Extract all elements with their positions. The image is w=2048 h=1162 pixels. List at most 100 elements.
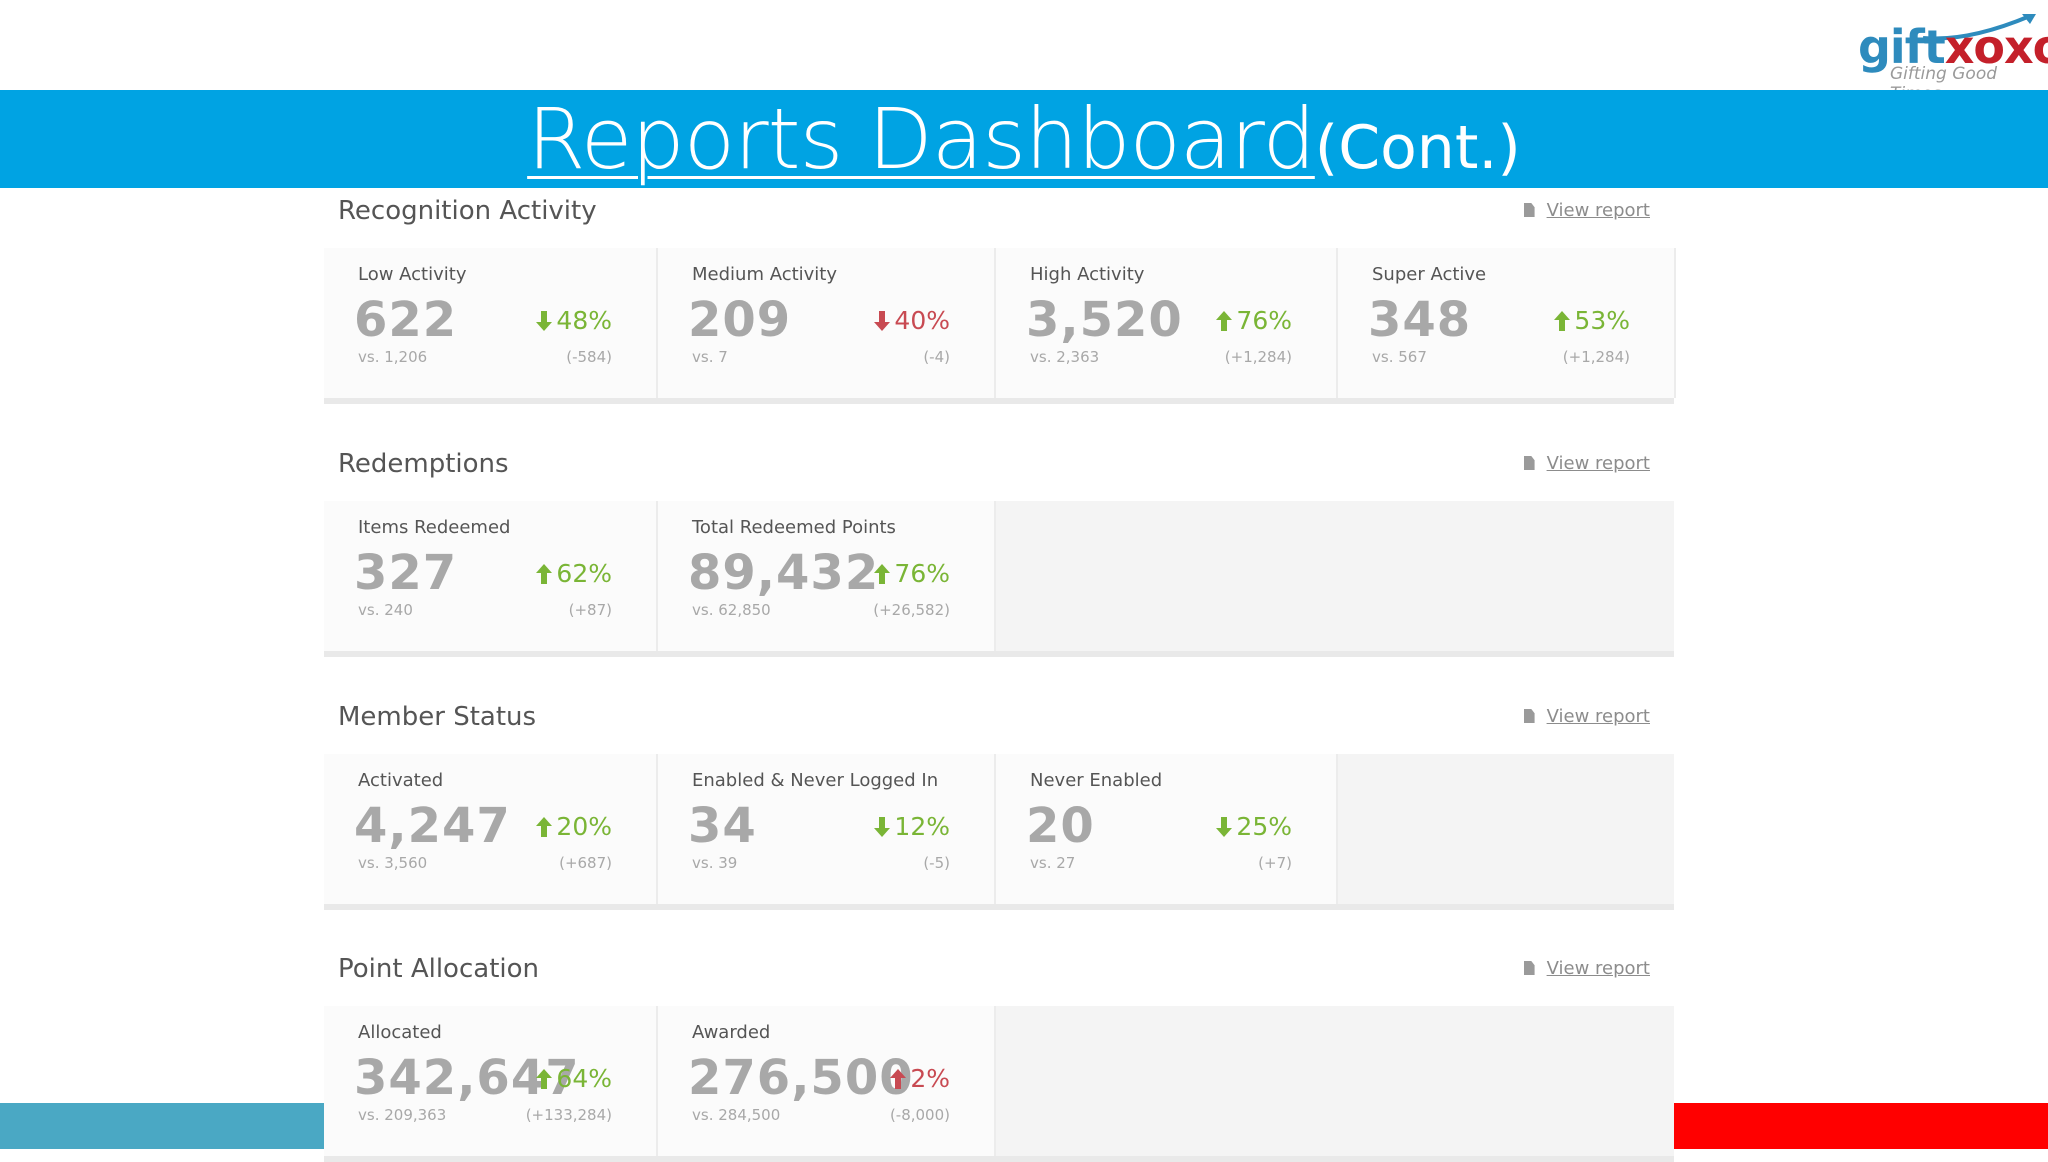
document-icon — [1523, 961, 1535, 975]
arrow-down-icon — [1216, 814, 1233, 837]
metric-value: 209 — [688, 292, 792, 348]
metric-change-value: 2% — [910, 1064, 950, 1093]
metric-value: 89,432 — [688, 545, 880, 601]
metric-change: 62% — [536, 559, 612, 588]
metric-card-row: Allocated 342,647 vs. 209,363 64% (+133,284)… — [324, 1006, 1674, 1162]
metric-card: Allocated 342,647 vs. 209,363 64% (+133,284) — [324, 1006, 658, 1156]
metric-change-value: 53% — [1574, 306, 1630, 335]
metric-difference: (+26,582) — [873, 601, 950, 619]
metric-comparison: vs. 567 — [1372, 348, 1427, 366]
view-report-link[interactable]: View report — [1523, 958, 1650, 979]
metric-card-row: Low Activity 622 vs. 1,206 48% (-584) Medium … — [324, 248, 1676, 404]
metric-change: 76% — [874, 559, 950, 588]
metric-comparison: vs. 2,363 — [1030, 348, 1100, 366]
metric-label: Items Redeemed — [358, 517, 511, 538]
metric-change: 48% — [536, 306, 612, 335]
metric-change-value: 76% — [1236, 306, 1292, 335]
metric-label: Low Activity — [358, 264, 467, 285]
arrow-up-icon — [890, 1066, 907, 1089]
logo-wordmark: giftxoxo — [1858, 20, 2048, 74]
metric-comparison: vs. 240 — [358, 601, 413, 619]
metric-value: 622 — [354, 292, 458, 348]
metric-change-value: 25% — [1236, 812, 1292, 841]
metric-difference: (+87) — [568, 601, 612, 619]
metric-card: High Activity 3,520 vs. 2,363 76% (+1,284) — [996, 248, 1338, 398]
metric-difference: (-8,000) — [889, 1106, 950, 1124]
metric-comparison: vs. 39 — [692, 854, 738, 872]
metric-change: 2% — [890, 1064, 950, 1093]
metric-card: Medium Activity 209 vs. 7 40% (-4) — [658, 248, 996, 398]
arrow-up-icon — [536, 1066, 553, 1089]
metric-value: 20 — [1026, 798, 1095, 854]
arrow-up-icon — [536, 561, 553, 584]
metric-card: Activated 4,247 vs. 3,560 20% (+687) — [324, 754, 658, 904]
giftxoxo-logo: giftxoxo Gifting Good Times — [1858, 12, 2048, 104]
document-icon — [1523, 709, 1535, 723]
view-report-link[interactable]: View report — [1523, 200, 1650, 221]
metric-change: 76% — [1216, 306, 1292, 335]
dashboard-panel: Recognition Activity View report Low Activ… — [324, 188, 1676, 1162]
metric-change-value: 20% — [556, 812, 612, 841]
metric-comparison: vs. 284,500 — [692, 1106, 781, 1124]
metric-difference: (+1,284) — [1562, 348, 1630, 366]
section-title: Point Allocation — [338, 954, 539, 984]
metric-change: 40% — [874, 306, 950, 335]
metric-change-value: 62% — [556, 559, 612, 588]
view-report-label: View report — [1546, 958, 1650, 979]
arrow-down-icon — [874, 814, 891, 837]
metric-card-row: Activated 4,247 vs. 3,560 20% (+687) Enabled … — [324, 754, 1674, 910]
metric-card: Never Enabled 20 vs. 27 25% (+7) — [996, 754, 1338, 904]
metric-label: Activated — [358, 770, 444, 791]
metric-label: Medium Activity — [692, 264, 838, 285]
view-report-link[interactable]: View report — [1523, 453, 1650, 474]
document-icon — [1523, 456, 1535, 470]
page-title-main: Reports Dashboard — [527, 90, 1316, 188]
metric-change-value: 40% — [894, 306, 950, 335]
section-title: Recognition Activity — [338, 196, 597, 226]
view-report-label: View report — [1546, 200, 1650, 221]
arrow-up-icon — [1554, 308, 1571, 331]
metric-change-value: 76% — [894, 559, 950, 588]
view-report-link[interactable]: View report — [1523, 706, 1650, 727]
section-title: Redemptions — [338, 449, 509, 479]
logo-gift: gift — [1858, 20, 1946, 74]
view-report-label: View report — [1546, 706, 1650, 727]
arrow-down-icon — [536, 308, 553, 331]
logo-xoxo: xoxo — [1944, 20, 2048, 74]
metric-value: 327 — [354, 545, 458, 601]
swoosh-arrow-icon — [1922, 14, 2036, 41]
metric-card: Items Redeemed 327 vs. 240 62% (+87) — [324, 501, 658, 651]
metric-change-value: 12% — [894, 812, 950, 841]
metric-difference: (-5) — [923, 854, 950, 872]
arrow-down-icon — [874, 308, 891, 331]
metric-comparison: vs. 3,560 — [358, 854, 428, 872]
metric-change-value: 48% — [556, 306, 612, 335]
metric-difference: (+133,284) — [525, 1106, 612, 1124]
metric-card-row: Items Redeemed 327 vs. 240 62% (+87) Total Re… — [324, 501, 1674, 657]
document-icon — [1523, 203, 1535, 217]
metric-card: Total Redeemed Points 89,432 vs. 62,850 76%… — [658, 501, 996, 651]
metric-label: Allocated — [358, 1022, 442, 1043]
metric-difference: (-4) — [923, 348, 950, 366]
metric-label: High Activity — [1030, 264, 1145, 285]
metric-card: Low Activity 622 vs. 1,206 48% (-584) — [324, 248, 658, 398]
metric-change-value: 64% — [556, 1064, 612, 1093]
metric-card: Enabled & Never Logged In 34 vs. 39 12% (-5) — [658, 754, 996, 904]
metric-change: 64% — [536, 1064, 612, 1093]
metric-change: 12% — [874, 812, 950, 841]
metric-comparison: vs. 27 — [1030, 854, 1076, 872]
metric-label: Never Enabled — [1030, 770, 1163, 791]
page-title-suffix: (Cont.) — [1314, 113, 1521, 183]
metric-card: Awarded 276,500 vs. 284,500 2% (-8,000) — [658, 1006, 996, 1156]
metric-value: 4,247 — [354, 798, 511, 854]
metric-change: 20% — [536, 812, 612, 841]
metric-comparison: vs. 7 — [692, 348, 728, 366]
metric-value: 34 — [688, 798, 757, 854]
metric-label: Awarded — [692, 1022, 771, 1043]
metric-difference: (+1,284) — [1224, 348, 1292, 366]
metric-difference: (-584) — [566, 348, 612, 366]
metric-value: 348 — [1368, 292, 1472, 348]
view-report-label: View report — [1546, 453, 1650, 474]
metric-change: 25% — [1216, 812, 1292, 841]
metric-value: 276,500 — [688, 1050, 914, 1106]
